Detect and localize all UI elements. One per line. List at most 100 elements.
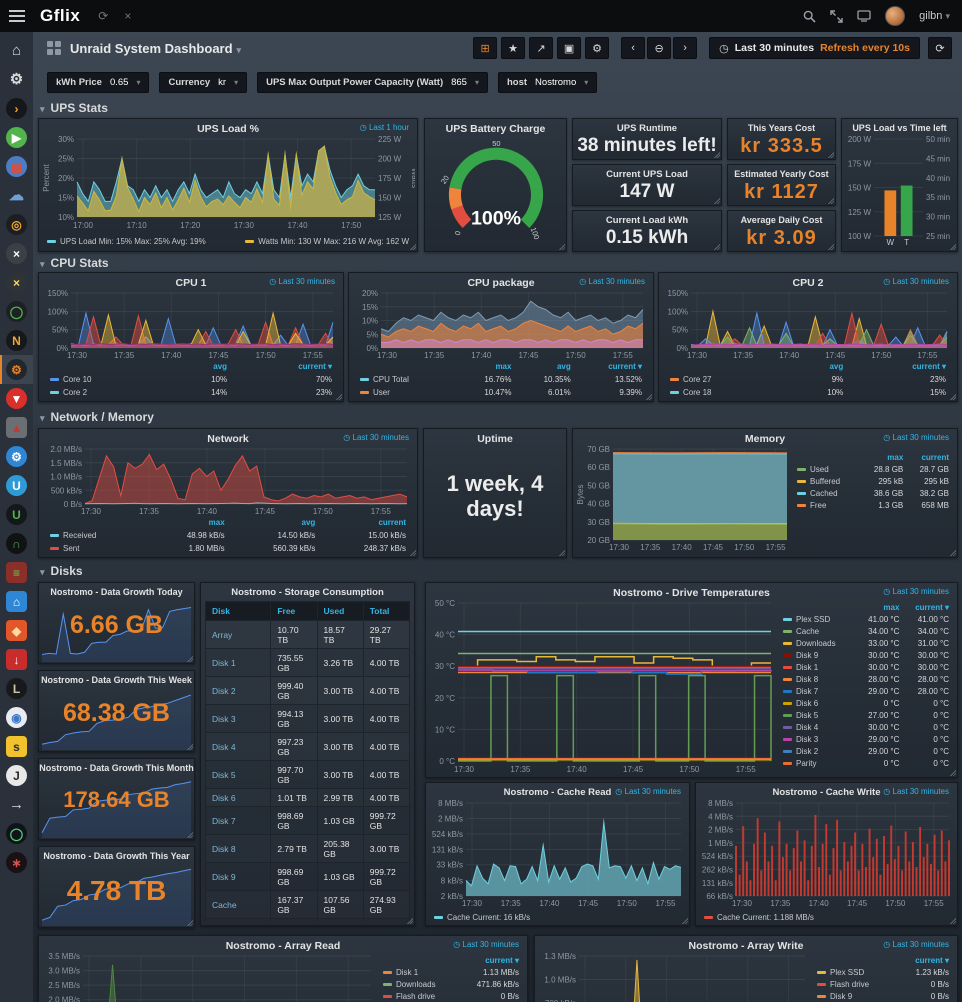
legend-series-name[interactable]: Core 10	[47, 373, 172, 386]
kiosk-mode-icon[interactable]	[830, 9, 843, 23]
panel-title[interactable]: Network	[207, 433, 249, 445]
zoom-out-button[interactable]: ⊖	[647, 37, 672, 59]
variable-ups-max-output-power-capacity-watt-[interactable]: UPS Max Output Power Capacity (Watt) 865 ▾	[257, 72, 488, 93]
app-traefik-icon[interactable]: ≡	[0, 558, 33, 587]
panel-title[interactable]: Estimated Yearly Cost	[734, 169, 829, 179]
legend-series-name[interactable]: Disk 9	[781, 649, 855, 661]
panel-title[interactable]: Memory	[744, 433, 786, 445]
app-sabnzbd-icon[interactable]: s	[0, 732, 33, 761]
legend-column-header[interactable]: current ▾	[485, 955, 519, 965]
add-panel-button[interactable]: ⊞	[473, 37, 498, 59]
app-media-icon[interactable]: ▦	[0, 152, 33, 181]
legend-column-header[interactable]: max	[883, 602, 900, 612]
app-gitlab-icon[interactable]: ◆	[0, 616, 33, 645]
app-krusader-icon[interactable]: ›	[0, 94, 33, 123]
legend-series-name[interactable]: Used	[795, 463, 860, 475]
app-ubiquiti-icon[interactable]: U	[0, 471, 33, 500]
app-github-icon[interactable]: ◯	[0, 819, 33, 848]
panel-title[interactable]: Nostromo - Data Growth This Week	[41, 675, 192, 685]
panel-title[interactable]: Nostromo - Data Growth This Year	[43, 851, 190, 861]
table-column-header[interactable]: Total	[362, 601, 410, 621]
legend-column-header[interactable]: current ▾	[298, 362, 332, 371]
legend-series-name[interactable]: Flash drive	[815, 978, 896, 990]
legend-series-name[interactable]: Plex SSD	[815, 966, 896, 978]
legend-column-header[interactable]: current ▾	[915, 955, 949, 965]
legend-series-name[interactable]: Parity	[781, 757, 855, 769]
app-streama-icon[interactable]: ∩	[0, 529, 33, 558]
dashboard-title[interactable]: Unraid System Dashboard ▾	[70, 40, 242, 56]
legend-series-name[interactable]: CPU Total	[357, 373, 455, 386]
panel-title[interactable]: This Years Cost	[747, 123, 816, 133]
forward-button[interactable]: ›	[673, 37, 698, 59]
app-download-icon[interactable]: ↓	[0, 645, 33, 674]
close-tab-icon[interactable]: ×	[124, 9, 132, 23]
cpu-package-chart[interactable]	[351, 289, 651, 361]
ups-load-time-chart[interactable]	[844, 135, 955, 248]
panel-title[interactable]: Current UPS Load	[606, 169, 688, 180]
save-button[interactable]: ▣	[557, 37, 582, 59]
app-raid-icon[interactable]: ▲	[0, 413, 33, 442]
legend-series-name[interactable]: Downloads	[781, 637, 855, 649]
legend-series-name[interactable]: Disk 4	[781, 721, 855, 733]
time-picker[interactable]: ◷ Last 30 minutes Refresh every 10s	[709, 37, 920, 59]
star-button[interactable]: ★	[501, 37, 526, 59]
panel-title[interactable]: CPU 1	[175, 277, 207, 289]
legend-column-header[interactable]: current ▾	[915, 602, 949, 612]
legend-series-name[interactable]: Disk 9	[815, 990, 896, 1002]
legend-column-header[interactable]: max	[495, 362, 512, 371]
legend-column-header[interactable]: avg	[301, 518, 316, 527]
app-netdata-icon[interactable]: N	[0, 326, 33, 355]
app-organizr-icon[interactable]: ×	[0, 268, 33, 297]
legend-series-name[interactable]: Flash drive	[381, 990, 458, 1002]
legend-item[interactable]: Watts Min: 130 W Max: 216 W Avg: 162 W	[245, 237, 409, 246]
panel-title[interactable]: Uptime	[477, 433, 513, 445]
cpu2-chart[interactable]	[661, 289, 955, 361]
table-column-header[interactable]: Disk	[205, 601, 272, 621]
memory-chart[interactable]	[575, 445, 791, 553]
share-button[interactable]: ↗	[529, 37, 554, 59]
variable-host[interactable]: host Nostromo ▾	[497, 72, 598, 93]
legend-series-name[interactable]: Disk 2	[781, 745, 855, 757]
legend-series-name[interactable]: Core 18	[667, 386, 789, 399]
app-photoprism-icon[interactable]: ⚙	[0, 442, 33, 471]
app-ombi-icon[interactable]: ◯	[0, 297, 33, 326]
legend-series-name[interactable]: Disk 5	[781, 709, 855, 721]
app-jackett-icon[interactable]: J	[0, 761, 33, 790]
user-menu[interactable]: gilbn ▾	[919, 10, 950, 22]
section-network-memory[interactable]: ▾ Network / Memory	[40, 410, 154, 424]
app-xteve-icon[interactable]: ×	[0, 239, 33, 268]
legend-column-header[interactable]: max	[208, 518, 225, 527]
panel-title[interactable]: UPS Runtime	[616, 123, 678, 134]
panel-title[interactable]: Current Load kWh	[605, 215, 689, 226]
settings-icon[interactable]: ⚙	[0, 65, 33, 94]
panel-title[interactable]: CPU package	[467, 277, 535, 289]
panel-title[interactable]: Nostromo - Array Write	[688, 940, 804, 952]
panel-title[interactable]: Nostromo - Data Growth Today	[50, 587, 183, 597]
variable-currency[interactable]: Currency kr ▾	[159, 72, 248, 93]
cache-read-chart[interactable]	[428, 799, 687, 909]
panel-title[interactable]: Average Daily Cost	[740, 215, 823, 225]
network-chart[interactable]	[41, 445, 415, 517]
panel-title[interactable]: UPS Battery Charge	[445, 123, 546, 135]
app-deluge-icon[interactable]: ◉	[0, 703, 33, 732]
legend-series-name[interactable]: Disk 6	[781, 697, 855, 709]
legend-series-name[interactable]: Sent	[47, 542, 145, 555]
panel-title[interactable]: Nostromo - Storage Consumption	[231, 587, 384, 598]
variable-kwh-price[interactable]: kWh Price 0.65 ▾	[47, 72, 150, 93]
app-heimdall-icon[interactable]: ⌂	[0, 587, 33, 616]
legend-column-header[interactable]: current ▾	[912, 362, 946, 371]
panel-title[interactable]: Nostromo - Data Growth This Month	[39, 763, 194, 773]
panel-title[interactable]: Nostromo - Array Read	[225, 940, 341, 952]
app-shield-icon[interactable]: ▼	[0, 384, 33, 413]
legend-series-name[interactable]: Core 2	[47, 386, 172, 399]
legend-column-header[interactable]: current	[921, 452, 949, 462]
array-read-chart[interactable]	[41, 952, 377, 1002]
panel-title[interactable]: UPS Load vs Time left	[852, 123, 947, 133]
cpu1-chart[interactable]	[41, 289, 341, 361]
legend-series-name[interactable]: Plex SSD	[781, 613, 855, 625]
app-search-icon[interactable]: ◎	[0, 210, 33, 239]
section-ups-stats[interactable]: ▾ UPS Stats	[40, 101, 108, 115]
legend-series-name[interactable]: Disk 7	[781, 685, 855, 697]
sign-out-icon[interactable]: →	[0, 790, 33, 819]
legend-series-name[interactable]: Cache	[781, 625, 855, 637]
